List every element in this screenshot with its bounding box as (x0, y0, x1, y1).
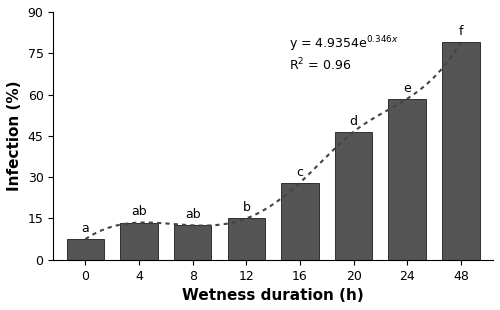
Text: f: f (458, 25, 463, 38)
Text: ab: ab (131, 206, 147, 219)
Y-axis label: Infection (%): Infection (%) (7, 81, 22, 191)
Bar (174, 225, 212, 260)
Bar (281, 183, 318, 260)
Text: d: d (350, 115, 358, 128)
Text: a: a (82, 222, 90, 235)
Bar (335, 132, 372, 260)
Text: b: b (242, 201, 250, 214)
Text: ab: ab (185, 208, 200, 221)
Text: y = 4.9354e$^{0.346x}$
R$^2$ = 0.96: y = 4.9354e$^{0.346x}$ R$^2$ = 0.96 (289, 34, 399, 73)
Bar (120, 223, 158, 260)
Text: c: c (296, 166, 304, 179)
X-axis label: Wetness duration (h): Wetness duration (h) (182, 288, 364, 303)
Bar (66, 239, 104, 260)
Text: e: e (404, 82, 411, 95)
Bar (388, 99, 426, 260)
Bar (228, 219, 265, 260)
Bar (442, 42, 480, 260)
